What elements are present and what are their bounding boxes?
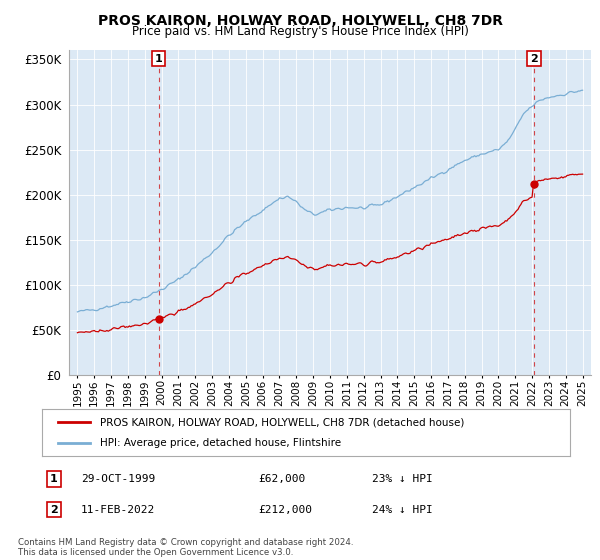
Text: 24% ↓ HPI: 24% ↓ HPI	[372, 505, 433, 515]
Text: Price paid vs. HM Land Registry's House Price Index (HPI): Price paid vs. HM Land Registry's House …	[131, 25, 469, 38]
Text: £212,000: £212,000	[258, 505, 312, 515]
Text: 1: 1	[155, 54, 163, 63]
Text: 11-FEB-2022: 11-FEB-2022	[81, 505, 155, 515]
Text: Contains HM Land Registry data © Crown copyright and database right 2024.
This d: Contains HM Land Registry data © Crown c…	[18, 538, 353, 557]
Text: HPI: Average price, detached house, Flintshire: HPI: Average price, detached house, Flin…	[100, 438, 341, 448]
Text: 2: 2	[50, 505, 58, 515]
Text: PROS KAIRON, HOLWAY ROAD, HOLYWELL, CH8 7DR (detached house): PROS KAIRON, HOLWAY ROAD, HOLYWELL, CH8 …	[100, 417, 464, 427]
Text: 23% ↓ HPI: 23% ↓ HPI	[372, 474, 433, 484]
Text: 2: 2	[530, 54, 538, 63]
Text: £62,000: £62,000	[258, 474, 305, 484]
Text: 29-OCT-1999: 29-OCT-1999	[81, 474, 155, 484]
Text: PROS KAIRON, HOLWAY ROAD, HOLYWELL, CH8 7DR: PROS KAIRON, HOLWAY ROAD, HOLYWELL, CH8 …	[97, 14, 503, 28]
Text: 1: 1	[50, 474, 58, 484]
